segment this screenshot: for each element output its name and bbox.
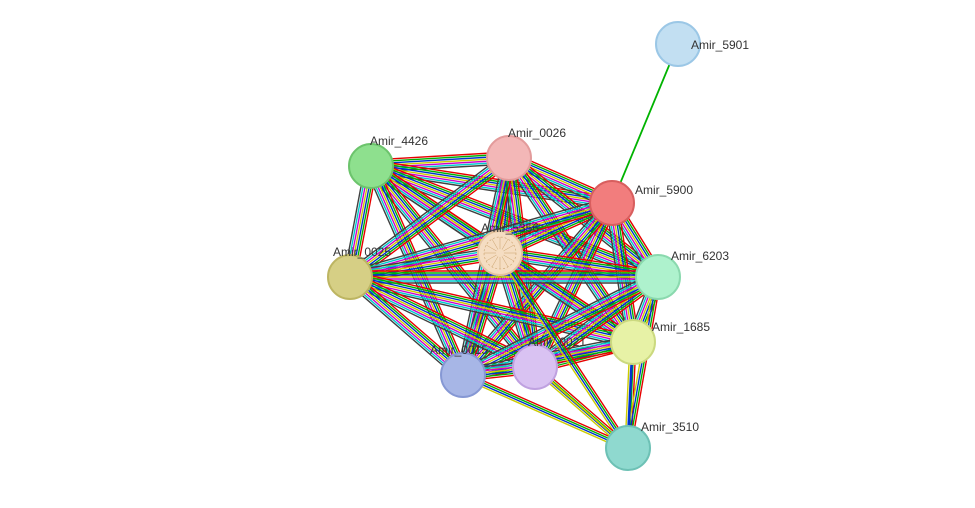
network-node[interactable] bbox=[487, 136, 531, 180]
network-node[interactable] bbox=[349, 144, 393, 188]
network-node[interactable] bbox=[441, 353, 485, 397]
network-node[interactable] bbox=[328, 255, 372, 299]
network-node[interactable] bbox=[590, 181, 634, 225]
network-graph bbox=[0, 0, 975, 508]
network-node[interactable] bbox=[513, 345, 557, 389]
network-node[interactable] bbox=[478, 231, 522, 275]
network-node[interactable] bbox=[606, 426, 650, 470]
network-node[interactable] bbox=[611, 320, 655, 364]
network-node[interactable] bbox=[636, 255, 680, 299]
network-node[interactable] bbox=[656, 22, 700, 66]
network-edge bbox=[612, 44, 678, 203]
